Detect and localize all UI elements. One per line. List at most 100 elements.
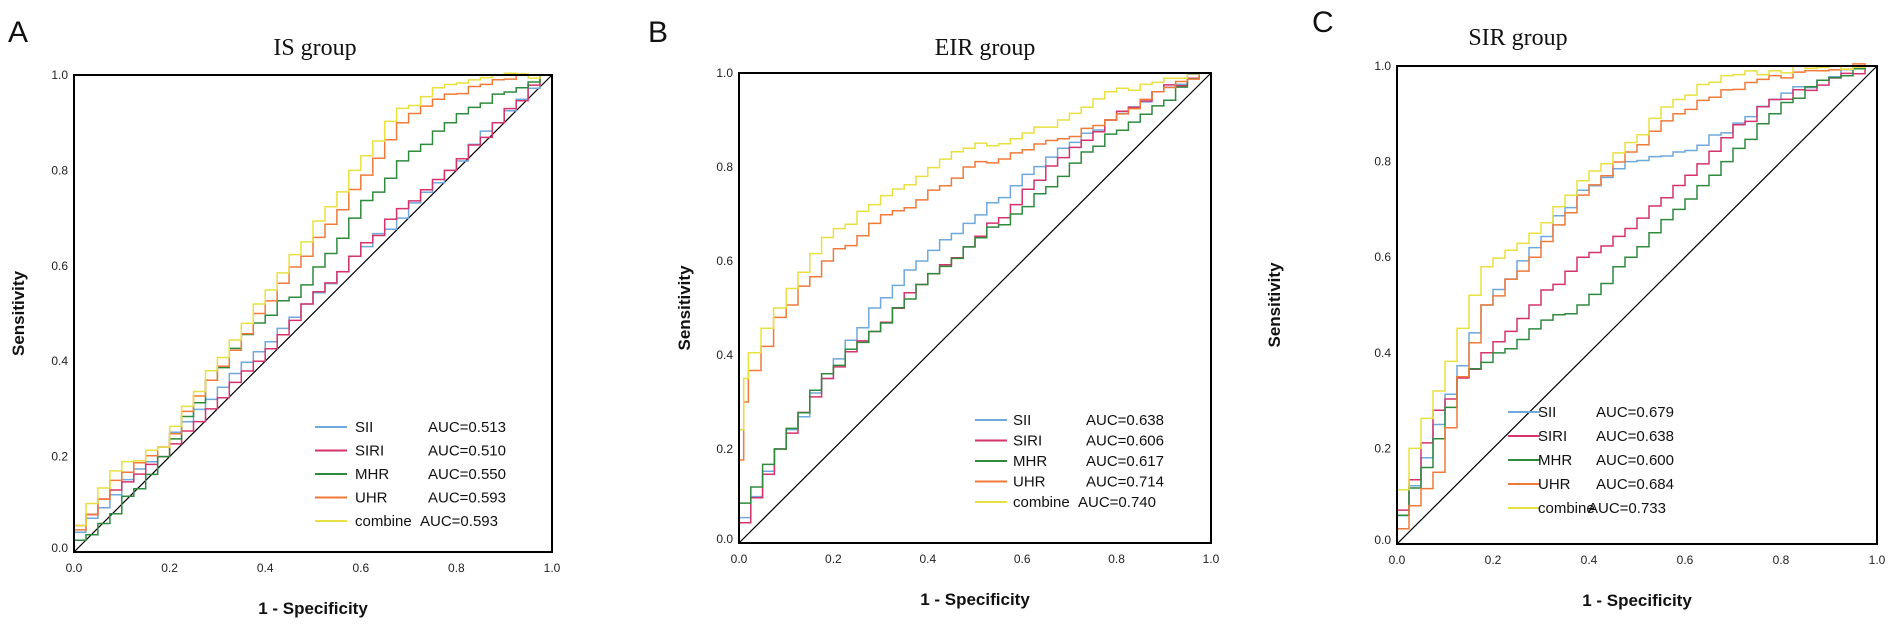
x-tick-label: 0.0 <box>1389 553 1406 567</box>
roc-curve-uhr <box>1396 63 1877 544</box>
y-tick-label: 0.0 <box>1374 533 1391 547</box>
roc-curve-mhr <box>1396 65 1877 544</box>
legend-series-name: MHR <box>1013 453 1047 470</box>
reference-diagonal <box>73 74 553 553</box>
legend-series-name: combine <box>355 513 412 530</box>
legend-series-name: MHR <box>355 466 389 483</box>
reference-diagonal <box>738 72 1212 544</box>
legend: SII AUC=0.679 SIRI AUC=0.638 MHR AUC=0.600 UHR… <box>1508 404 1674 517</box>
legend: SII AUC=0.638 SIRI AUC=0.606 MHR AUC=0.617 UHR… <box>975 412 1164 511</box>
plot-frame <box>73 74 553 553</box>
legend-auc-value: AUC=0.733 <box>1588 500 1666 517</box>
panel-c: C SIR group 0.0 0.0 0.2 0.2 0.4 0.4 0.6 0.6 0.8 0.8… <box>1265 6 1886 610</box>
x-axis-label: 1 - Specificity <box>920 590 1030 609</box>
x-axis-label: 1 - Specificity <box>1582 591 1692 610</box>
roc-curve-combine <box>73 72 552 543</box>
legend-auc-value: AUC=0.617 <box>1086 453 1164 470</box>
legend-item: combine AUC=0.593 <box>315 513 498 530</box>
chart-title: SIR group <box>1468 25 1567 51</box>
roc-curve-combine <box>738 72 1211 487</box>
y-tick-label: 0.8 <box>716 160 733 174</box>
legend-auc-value: AUC=0.593 <box>420 513 498 530</box>
legend-series-name: SII <box>1013 412 1031 429</box>
legend-item: MHR AUC=0.600 <box>1508 452 1674 469</box>
y-axis-label: Sensitivity <box>1265 262 1284 348</box>
legend-series-name: combine <box>1013 494 1070 511</box>
x-tick-label: 0.2 <box>1485 553 1502 567</box>
legend-item: SII AUC=0.679 <box>1508 404 1674 421</box>
y-tick-label: 0.8 <box>1374 155 1391 169</box>
y-tick-label: 0.6 <box>51 259 68 273</box>
legend-series-name: SII <box>1538 404 1556 421</box>
legend-series-name: SIRI <box>355 443 384 460</box>
y-tick-label: 1.0 <box>1374 59 1391 73</box>
legend-item: MHR AUC=0.617 <box>975 453 1164 470</box>
x-tick-label: 1.0 <box>1203 552 1220 566</box>
x-tick-label: 0.6 <box>1677 553 1694 567</box>
x-tick-label: 0.2 <box>161 561 178 575</box>
legend-series-name: UHR <box>1013 474 1046 491</box>
legend-auc-value: AUC=0.510 <box>428 443 506 460</box>
legend-auc-value: AUC=0.638 <box>1596 428 1674 445</box>
legend-auc-value: AUC=0.638 <box>1086 412 1164 429</box>
x-tick-label: 1.0 <box>1869 553 1886 567</box>
plot-frame <box>1396 65 1878 545</box>
legend-item: SII AUC=0.513 <box>315 419 506 436</box>
panel-a: A IS group 0.0 0.0 0.2 0.2 0.4 0.4 0.6 0.6 0.8 0.8 1… <box>8 16 561 618</box>
legend-item: SIRI AUC=0.638 <box>1508 428 1674 445</box>
x-tick-label: 0.0 <box>66 561 83 575</box>
roc-curve-siri <box>73 74 552 538</box>
roc-curve-mhr <box>73 74 552 552</box>
legend-item: combine AUC=0.740 <box>975 494 1156 511</box>
legend-series-name: SII <box>355 419 373 436</box>
legend-auc-value: AUC=0.593 <box>428 490 506 507</box>
reference-diagonal <box>1396 65 1878 545</box>
y-axis-label: Sensitivity <box>675 265 694 351</box>
y-tick-label: 0.2 <box>51 450 68 464</box>
legend-series-name: MHR <box>1538 452 1572 469</box>
y-tick-label: 0.4 <box>716 348 733 362</box>
y-tick-label: 1.0 <box>51 68 68 82</box>
y-tick-label: 0.0 <box>51 541 68 555</box>
x-tick-label: 0.2 <box>825 552 842 566</box>
y-tick-label: 0.8 <box>51 163 68 177</box>
legend: SII AUC=0.513 SIRI AUC=0.510 MHR AUC=0.550 UHR… <box>315 419 506 530</box>
legend-series-name: UHR <box>355 490 388 507</box>
roc-curve-combine <box>1396 65 1877 530</box>
legend-series-name: UHR <box>1538 476 1571 493</box>
legend-item: SIRI AUC=0.510 <box>315 443 506 460</box>
panel-letter: C <box>1312 6 1334 39</box>
x-tick-label: 0.6 <box>352 561 369 575</box>
y-tick-label: 0.0 <box>716 532 733 546</box>
x-axis-label: 1 - Specificity <box>258 599 368 618</box>
legend-item: UHR AUC=0.593 <box>315 490 506 507</box>
legend-item: UHR AUC=0.714 <box>975 474 1164 491</box>
x-tick-label: 0.6 <box>1014 552 1031 566</box>
x-tick-label: 1.0 <box>544 561 561 575</box>
legend-auc-value: AUC=0.606 <box>1086 433 1164 450</box>
x-tick-label: 0.4 <box>919 552 936 566</box>
roc-curve-mhr <box>738 72 1211 520</box>
legend-item: UHR AUC=0.684 <box>1508 476 1674 493</box>
plot-frame <box>738 72 1212 544</box>
legend-auc-value: AUC=0.513 <box>428 419 506 436</box>
y-tick-label: 0.2 <box>716 442 733 456</box>
roc-curve-uhr <box>73 74 552 543</box>
x-tick-label: 0.4 <box>1581 553 1598 567</box>
legend-auc-value: AUC=0.740 <box>1078 494 1156 511</box>
legend-series-name: combine <box>1538 500 1595 517</box>
panel-letter: A <box>8 16 28 49</box>
y-tick-label: 1.0 <box>716 66 733 80</box>
legend-auc-value: AUC=0.550 <box>428 466 506 483</box>
roc-curve-sii <box>1396 65 1877 544</box>
panel-b: B EIR group 0.0 0.0 0.2 0.2 0.4 0.4 0.6 0.6 0.8 0.8… <box>648 16 1220 609</box>
y-tick-label: 0.4 <box>1374 346 1391 360</box>
chart-title: IS group <box>273 35 356 61</box>
x-tick-label: 0.8 <box>1773 553 1790 567</box>
legend-series-name: SIRI <box>1538 428 1567 445</box>
y-tick-label: 0.6 <box>716 254 733 268</box>
roc-curve-uhr <box>738 72 1211 520</box>
x-tick-label: 0.8 <box>1108 552 1125 566</box>
